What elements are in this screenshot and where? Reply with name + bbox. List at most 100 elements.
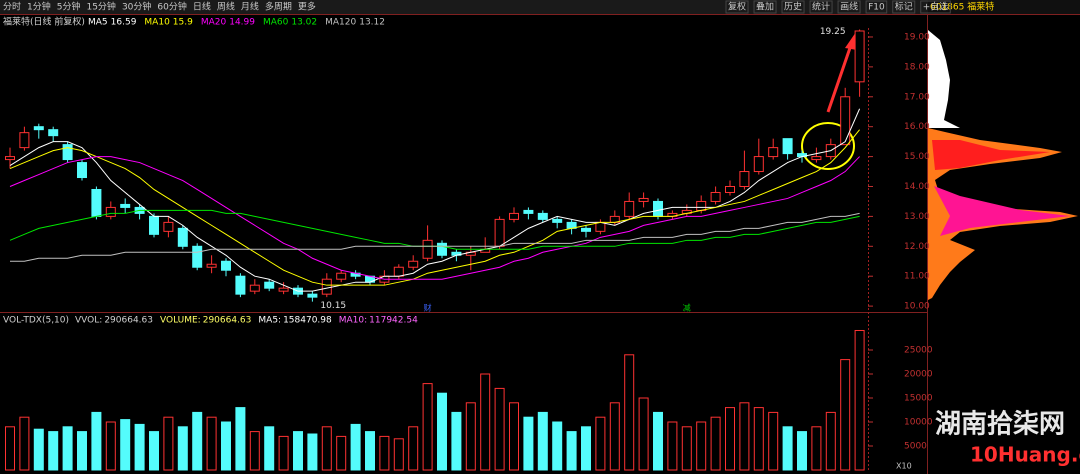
volume-bar xyxy=(91,411,102,471)
volume-bar xyxy=(393,438,404,471)
candle-body xyxy=(523,209,534,214)
button-frame xyxy=(892,0,916,14)
candle-body xyxy=(696,200,707,211)
toolbar-button[interactable]: 分时 xyxy=(3,1,21,13)
volume-bar xyxy=(854,329,865,471)
volume-bar xyxy=(19,416,30,471)
toolbar-button[interactable]: 标记 xyxy=(895,1,913,13)
button-frame xyxy=(725,0,749,14)
y-tick-label: 10000 xyxy=(904,418,933,428)
candle-body xyxy=(811,156,822,161)
indicator-name: VOL-TDX(5,10) xyxy=(3,316,69,326)
button-frame xyxy=(781,0,805,14)
toolbar-button[interactable]: 周线 xyxy=(217,1,235,13)
legend-name: MA10 xyxy=(144,18,170,28)
legend-value: 16.59 xyxy=(111,18,137,28)
candle-body xyxy=(509,212,519,220)
symbol-bar xyxy=(928,0,1080,14)
candle-body xyxy=(595,221,606,232)
toolbar-button[interactable]: 月线 xyxy=(241,1,259,13)
candle-body xyxy=(177,227,188,247)
volume-bar xyxy=(437,392,447,471)
toolbar-button[interactable]: 画线 xyxy=(840,1,858,13)
legend-name: MA60 xyxy=(263,18,289,28)
toolbar-button[interactable]: 叠加 xyxy=(756,2,774,13)
volume-bar xyxy=(681,426,692,471)
volume-bar xyxy=(811,426,822,471)
toolbar-button[interactable]: 更多 xyxy=(298,1,316,13)
chip-distribution xyxy=(928,30,1078,300)
readout-label: MA5: xyxy=(258,316,281,326)
button-frame xyxy=(865,0,888,14)
volume-bar xyxy=(293,431,303,471)
candle-body xyxy=(307,293,318,298)
legend-value: 13.02 xyxy=(291,18,317,28)
volume-bar xyxy=(782,426,793,471)
volume-bar xyxy=(5,426,15,471)
toolbar-button[interactable]: 统计 xyxy=(812,1,830,13)
candle-body xyxy=(264,281,275,289)
candle-body xyxy=(221,260,231,271)
event-marker[interactable]: 减 xyxy=(683,303,691,313)
candle-body xyxy=(91,188,102,217)
candle-body xyxy=(624,200,635,217)
legend-name: MA20 xyxy=(201,18,227,28)
volume-bar xyxy=(509,402,519,471)
watermark-site: 10Huang.cn xyxy=(970,443,1080,467)
volume-bar xyxy=(494,387,505,471)
readout-value: 290664.63 xyxy=(203,316,252,326)
candle-body xyxy=(725,185,735,193)
y-tick-label: 15000 xyxy=(904,394,933,404)
candle-body xyxy=(105,206,116,217)
toolbar-button[interactable]: 复权 xyxy=(728,1,746,13)
volume-bar xyxy=(48,431,59,471)
button-frame xyxy=(837,0,861,14)
volume-bar xyxy=(825,411,836,471)
volume-bar xyxy=(134,423,145,471)
candle-body xyxy=(753,156,764,173)
volume-bar xyxy=(62,426,73,471)
candle-body xyxy=(192,245,203,268)
legend-name: MA120 xyxy=(325,18,356,28)
y-tick-label: 18.00 xyxy=(904,62,930,72)
candle-body xyxy=(710,191,721,202)
volume-bar xyxy=(566,431,577,471)
volume-bar xyxy=(797,431,807,471)
toolbar-button[interactable]: 15分钟 xyxy=(86,1,115,13)
toolbar-button[interactable]: 5分钟 xyxy=(57,1,81,13)
volume-bar xyxy=(595,416,606,471)
volume-bar xyxy=(163,416,174,471)
volume-bar xyxy=(552,421,563,471)
volume-bar xyxy=(307,433,318,471)
volume-bar xyxy=(321,426,332,471)
readout-label: VOLUME: xyxy=(160,316,201,326)
volume-bar xyxy=(638,397,649,471)
volume-bar xyxy=(422,383,433,471)
candle-body xyxy=(782,138,793,155)
candle-body xyxy=(537,212,548,220)
candle-body xyxy=(33,126,44,131)
y-tick-label: 12.00 xyxy=(904,242,930,252)
toolbar-button[interactable]: F10 xyxy=(868,3,885,13)
candle-body xyxy=(840,96,851,146)
volume-bar xyxy=(105,421,116,471)
highlight-circle xyxy=(801,122,855,170)
toolbar-button[interactable]: 历史 xyxy=(784,1,802,13)
toolbar-button[interactable]: 日线 xyxy=(193,1,211,13)
volume-bar xyxy=(465,402,476,471)
toolbar-button[interactable]: 1分钟 xyxy=(27,1,51,13)
candle-body xyxy=(739,171,750,187)
toolbar-button[interactable]: +自选 xyxy=(923,1,949,13)
toolbar-button[interactable]: 60分钟 xyxy=(157,1,186,13)
legend-value: 14.99 xyxy=(229,18,255,28)
toolbar-button[interactable]: 30分钟 xyxy=(122,1,151,13)
volume-bar xyxy=(653,411,663,471)
readout-value: 117942.54 xyxy=(369,316,418,326)
toolbar-button[interactable]: 多周期 xyxy=(265,1,292,13)
volume-bar xyxy=(725,407,735,471)
y-tick-label: 15.00 xyxy=(904,152,930,162)
event-marker[interactable]: 财 xyxy=(424,303,432,313)
min-label: 10.15 xyxy=(320,301,346,311)
volume-bar xyxy=(710,416,721,471)
volume-bar xyxy=(278,435,289,471)
